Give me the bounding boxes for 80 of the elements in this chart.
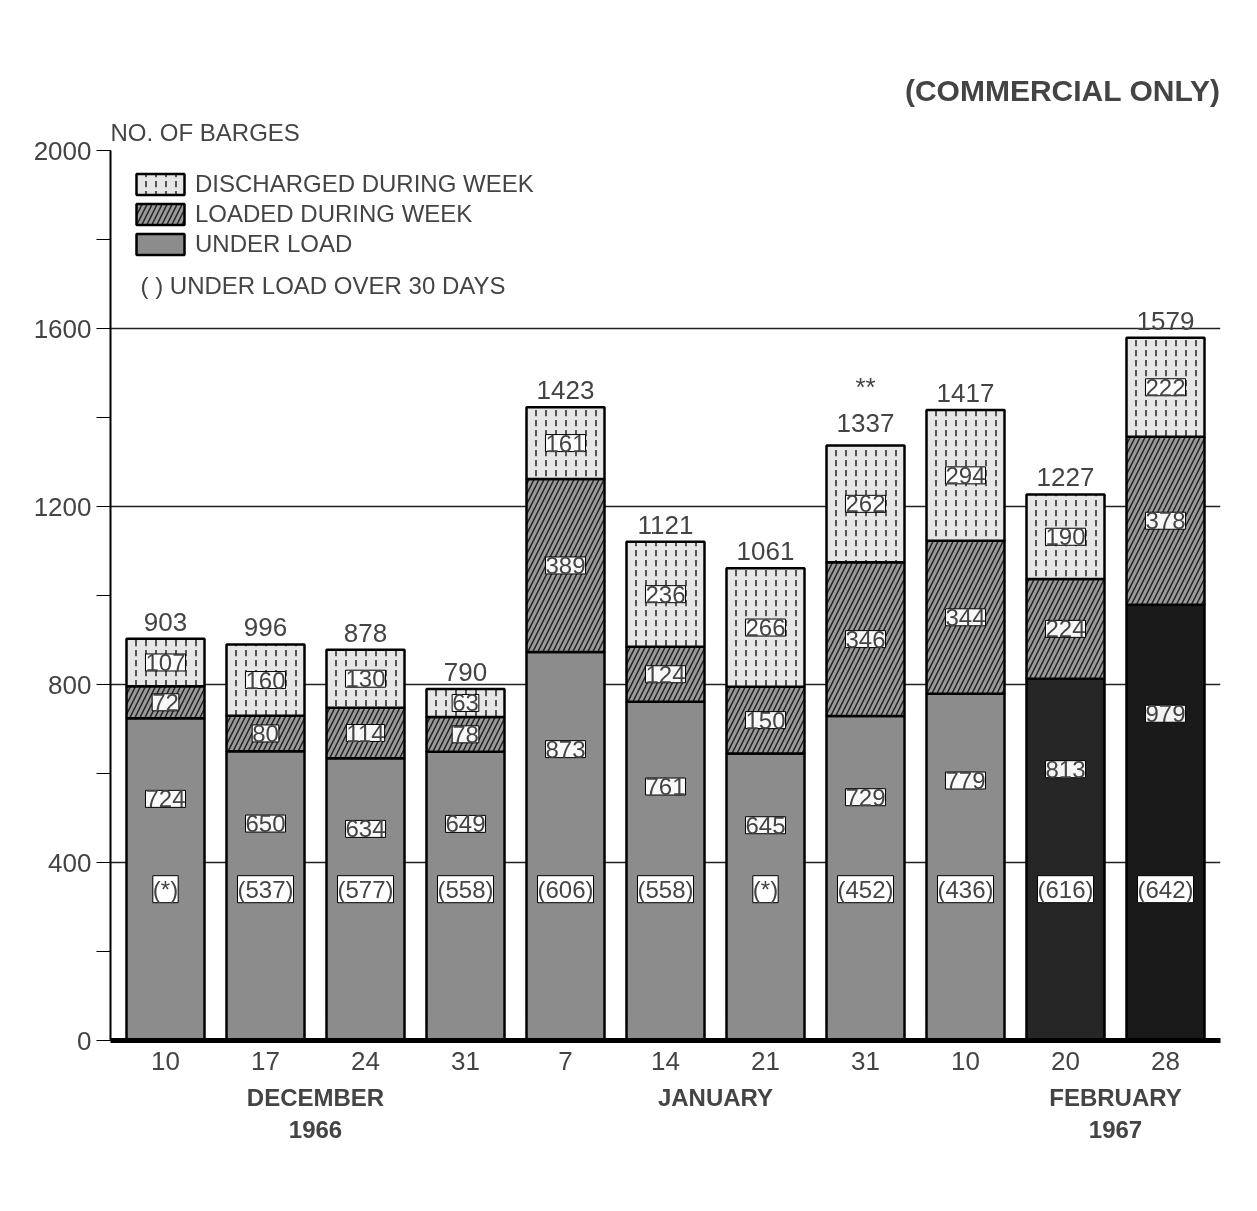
y-tick-label: 0 (77, 1025, 92, 1056)
annotation: (606) (537, 875, 594, 903)
data-label: 224 (1045, 615, 1086, 643)
annotation: (452) (837, 875, 894, 903)
data-label: 63 (452, 689, 479, 717)
x-tick-label: 10 (951, 1045, 980, 1076)
total-label: 1417 (936, 377, 995, 408)
annotation: (*) (752, 875, 779, 903)
data-label: 761 (645, 773, 686, 801)
annotation: (577) (337, 875, 394, 903)
x-tick-label: 20 (1051, 1045, 1080, 1076)
data-label: 650 (245, 810, 286, 838)
data-label: 294 (945, 461, 986, 489)
data-label: 160 (245, 666, 286, 694)
data-label: 645 (745, 811, 786, 839)
total-label: 1061 (736, 536, 795, 567)
data-label: 130 (345, 665, 386, 693)
total-label: 790 (443, 656, 488, 687)
data-label: 724 (145, 785, 186, 813)
legend-label: DISCHARGED DURING WEEK (195, 170, 534, 198)
x-tick-label: 7 (558, 1045, 573, 1076)
x-tick-label: 28 (1151, 1045, 1180, 1076)
data-label: 378 (1145, 507, 1186, 535)
total-label: 1227 (1036, 462, 1095, 493)
annotation: ( ) UNDER LOAD OVER 30 DAYS (140, 272, 506, 299)
text: DECEMBER 1966 (246, 1083, 385, 1143)
total-label: 1121 (637, 509, 694, 540)
data-label: 236 (645, 580, 686, 608)
x-tick-label: 10 (151, 1045, 180, 1076)
total-label: 878 (343, 617, 388, 648)
data-label: 161 (545, 429, 586, 457)
legend-label: LOADED DURING WEEK (195, 200, 473, 228)
data-label: 344 (945, 603, 986, 631)
data-label: 979 (1145, 700, 1186, 728)
data-label: 346 (845, 625, 886, 653)
annotation: (*) (152, 875, 179, 903)
x-tick-label: 31 (451, 1045, 480, 1076)
total-label: 1579 (1136, 305, 1195, 336)
text: FEBRUARY 1967 (1049, 1083, 1182, 1143)
data-label: 114 (346, 719, 385, 747)
data-label: 262 (845, 490, 886, 518)
data-label: 78 (452, 720, 479, 748)
x-tick-label: 14 (651, 1045, 680, 1076)
annotation: 996 (243, 612, 288, 643)
annotation: (642) (1137, 875, 1194, 903)
data-label: 634 (345, 815, 386, 843)
chart-title: (COMMERCIAL ONLY) (904, 73, 1220, 107)
y-tick-label: 800 (48, 669, 92, 700)
x-tick-label: 24 (351, 1045, 380, 1076)
y-tick-label: 2000 (33, 135, 92, 166)
x-tick-label: 17 (251, 1045, 280, 1076)
data-label: 222 (1145, 373, 1186, 401)
text: JANUARY (657, 1083, 774, 1111)
annotation: (436) (937, 875, 994, 903)
annotation: (558) (637, 875, 694, 903)
data-label: 124 (645, 660, 686, 688)
data-label: 266 (745, 614, 786, 642)
data-label: 873 (545, 735, 586, 763)
y-tick-label: 400 (48, 847, 92, 878)
data-label: 389 (545, 551, 586, 579)
data-label: 80 (252, 719, 279, 747)
total-label: 903 (143, 606, 188, 637)
data-label: 150 (745, 706, 786, 734)
data-label: 813 (1045, 755, 1086, 783)
y-tick-label: 1200 (33, 491, 92, 522)
x-tick-label: 31 (851, 1045, 880, 1076)
data-label: 779 (945, 767, 986, 795)
total-label: ** 1337 (836, 371, 895, 438)
annotation: (616) (1037, 875, 1094, 903)
y-tick-label: 1600 (33, 313, 92, 344)
data-label: 107 (145, 648, 186, 676)
data-label: 729 (845, 783, 886, 811)
data-label: 190 (1045, 523, 1086, 551)
annotation: (537) (237, 875, 294, 903)
total-label: 1423 (536, 375, 595, 406)
data-label: 649 (445, 810, 486, 838)
y-axis-title: NO. OF BARGES (110, 118, 300, 146)
legend-label: UNDER LOAD (195, 230, 353, 258)
x-tick-label: 21 (751, 1045, 780, 1076)
annotation: (558) (437, 875, 494, 903)
